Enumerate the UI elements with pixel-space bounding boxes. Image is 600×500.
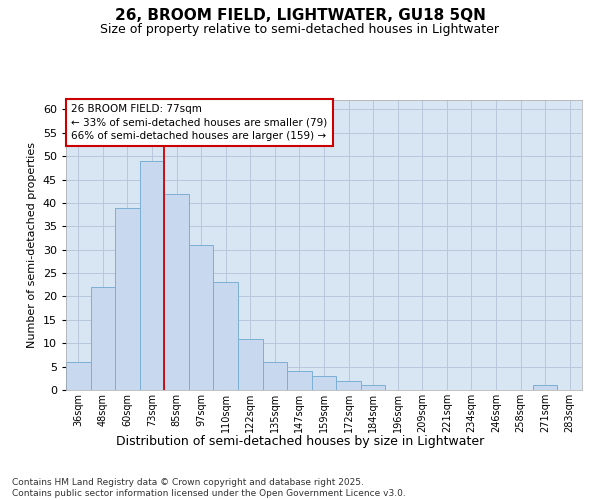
Bar [91, 287, 115, 390]
Bar [214, 282, 238, 390]
Text: Size of property relative to semi-detached houses in Lightwater: Size of property relative to semi-detach… [101, 22, 499, 36]
Bar [336, 380, 361, 390]
Bar [238, 338, 263, 390]
Bar [287, 372, 312, 390]
Text: Distribution of semi-detached houses by size in Lightwater: Distribution of semi-detached houses by … [116, 435, 484, 448]
Bar [361, 386, 385, 390]
Text: 26 BROOM FIELD: 77sqm
← 33% of semi-detached houses are smaller (79)
66% of semi: 26 BROOM FIELD: 77sqm ← 33% of semi-deta… [71, 104, 328, 141]
Bar [140, 161, 164, 390]
Text: 26, BROOM FIELD, LIGHTWATER, GU18 5QN: 26, BROOM FIELD, LIGHTWATER, GU18 5QN [115, 8, 485, 22]
Y-axis label: Number of semi-detached properties: Number of semi-detached properties [27, 142, 37, 348]
Bar [312, 376, 336, 390]
Bar [115, 208, 140, 390]
Bar [66, 362, 91, 390]
Text: Contains HM Land Registry data © Crown copyright and database right 2025.
Contai: Contains HM Land Registry data © Crown c… [12, 478, 406, 498]
Bar [533, 386, 557, 390]
Bar [189, 245, 214, 390]
Bar [263, 362, 287, 390]
Bar [164, 194, 189, 390]
